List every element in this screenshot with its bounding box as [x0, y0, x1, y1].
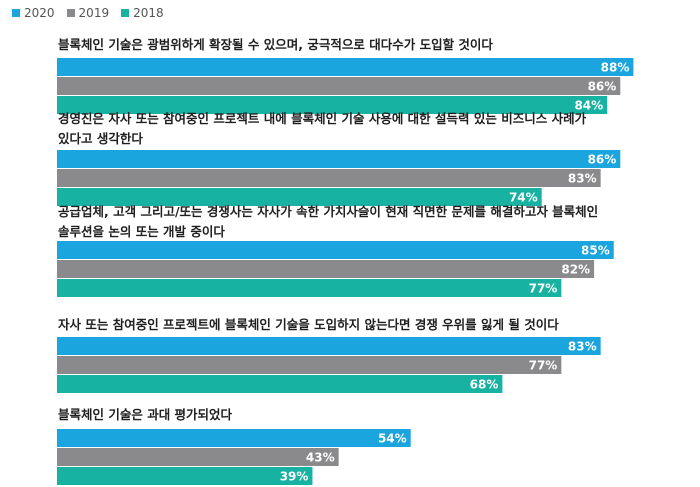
bar-2019	[57, 448, 339, 466]
value-label: 86%	[588, 153, 617, 167]
question-label: 있다고 생각한다	[58, 131, 143, 146]
question-group: 공급업체, 고객 그리고/또는 경쟁사는 자사가 속한 가치사슬이 현재 직면한…	[57, 204, 614, 297]
legend-label: 2020	[24, 6, 55, 20]
value-label: 74%	[509, 191, 538, 205]
value-label: 68%	[470, 378, 499, 392]
bar-2020	[57, 58, 634, 76]
value-label: 85%	[581, 244, 610, 258]
value-label: 84%	[574, 99, 603, 113]
bar-2019	[57, 77, 621, 95]
question-label: 자사 또는 참여중인 프로젝트에 블록체인 기술을 도입하지 않는다면 경쟁 우…	[58, 317, 559, 332]
bar-2020	[57, 150, 621, 168]
question-group: 자사 또는 참여중인 프로젝트에 블록체인 기술을 도입하지 않는다면 경쟁 우…	[57, 317, 601, 393]
bar-2018	[57, 467, 313, 485]
value-label: 86%	[588, 80, 617, 94]
bar-2018	[57, 375, 503, 393]
value-label: 77%	[529, 359, 558, 373]
value-label: 39%	[280, 470, 309, 484]
bar-2018	[57, 188, 542, 206]
question-label: 블록체인 기술은 광범위하게 확장될 수 있으며, 궁극적으로 대다수가 도입할…	[58, 37, 493, 52]
question-label: 공급업체, 고객 그리고/또는 경쟁사는 자사가 속한 가치사슬이 현재 직면한…	[58, 204, 598, 219]
legend: 2020 2019 2018	[12, 4, 164, 22]
bar-2019	[57, 169, 601, 187]
bar-2020	[57, 241, 614, 259]
question-group: 블록체인 기술은 광범위하게 확장될 수 있으며, 궁극적으로 대다수가 도입할…	[57, 37, 634, 114]
legend-item-2019: 2019	[66, 6, 110, 20]
legend-swatch	[12, 9, 20, 17]
value-label: 77%	[529, 282, 558, 296]
bar-2018	[57, 96, 608, 114]
bar-2020	[57, 429, 411, 447]
value-label: 88%	[601, 61, 630, 75]
value-label: 43%	[306, 451, 335, 465]
bar-2020	[57, 337, 601, 355]
question-group: 블록체인 기술은 과대 평가되었다 54% 43% 39%	[57, 407, 411, 485]
value-label: 83%	[568, 172, 597, 186]
value-label: 54%	[378, 432, 407, 446]
bar-2018	[57, 279, 562, 297]
legend-item-2018: 2018	[121, 6, 164, 20]
question-group: 경영진은 자사 또는 참여중인 프로젝트 내에 블록체인 기술 사용에 대한 설…	[57, 111, 621, 206]
bar-2019	[57, 356, 562, 374]
legend-label: 2019	[78, 6, 110, 20]
legend-swatch	[66, 9, 75, 17]
legend-label: 2018	[133, 6, 164, 20]
question-label: 경영진은 자사 또는 참여중인 프로젝트 내에 블록체인 기술 사용에 대한 설…	[58, 111, 587, 126]
question-label: 솔루션을 논의 또는 개발 중이다	[58, 224, 225, 239]
question-label: 블록체인 기술은 과대 평가되었다	[58, 407, 233, 422]
legend-item-2020: 2020	[12, 6, 55, 20]
value-label: 82%	[561, 263, 590, 277]
legend-swatch	[121, 9, 130, 17]
bar-2019	[57, 260, 595, 278]
value-label: 83%	[568, 340, 597, 354]
